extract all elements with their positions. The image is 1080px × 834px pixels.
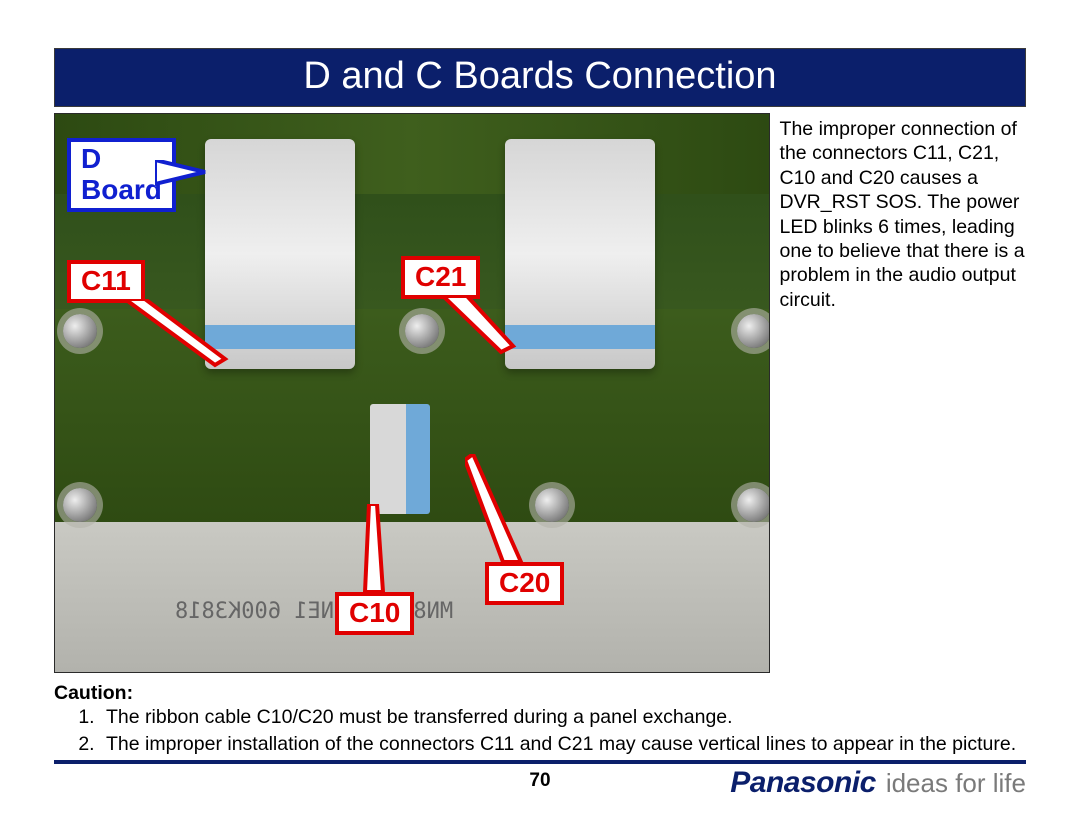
caution-block: Caution: The ribbon cable C10/C20 must b… bbox=[54, 681, 1026, 756]
caution-item: The ribbon cable C10/C20 must be transfe… bbox=[100, 705, 1026, 729]
footer: Panasonic ideas for life bbox=[54, 760, 1026, 800]
brand-logo: Panasonic bbox=[730, 766, 876, 800]
pointer-c21 bbox=[443, 296, 523, 356]
screw-icon bbox=[405, 314, 439, 348]
screw-icon bbox=[737, 488, 770, 522]
label-c10: C10 bbox=[335, 592, 414, 635]
caution-item: The improper installation of the connect… bbox=[100, 732, 1026, 756]
label-c11: C11 bbox=[67, 260, 145, 303]
caution-list: The ribbon cable C10/C20 must be transfe… bbox=[54, 705, 1026, 756]
pointer-c20 bbox=[465, 454, 525, 564]
screw-icon bbox=[737, 314, 770, 348]
caution-header: Caution: bbox=[54, 682, 133, 704]
side-paragraph: The improper connection of the connector… bbox=[780, 113, 1026, 673]
content-row: MN865061NNE1 600K3818 D Board C11 C21 C1… bbox=[54, 113, 1026, 673]
label-c21: C21 bbox=[401, 256, 480, 299]
ribbon-cable-right bbox=[505, 139, 655, 369]
brand: Panasonic ideas for life bbox=[730, 766, 1026, 800]
pointer-c11 bbox=[115, 299, 235, 369]
screw-icon bbox=[63, 488, 97, 522]
slide-title: D and C Boards Connection bbox=[54, 48, 1026, 107]
ribbon-tape bbox=[505, 325, 655, 349]
screw-icon bbox=[63, 314, 97, 348]
label-c20: C20 bbox=[485, 562, 564, 605]
pointer-c10 bbox=[355, 504, 395, 594]
brand-tagline: ideas for life bbox=[886, 768, 1026, 799]
slide: D and C Boards Connection MN865061NNE1 6… bbox=[0, 0, 1080, 834]
pointer-d-board bbox=[155, 160, 215, 190]
ribbon-cable-small bbox=[370, 404, 430, 514]
screw-icon bbox=[535, 488, 569, 522]
board-photo: MN865061NNE1 600K3818 D Board C11 C21 C1… bbox=[54, 113, 770, 673]
